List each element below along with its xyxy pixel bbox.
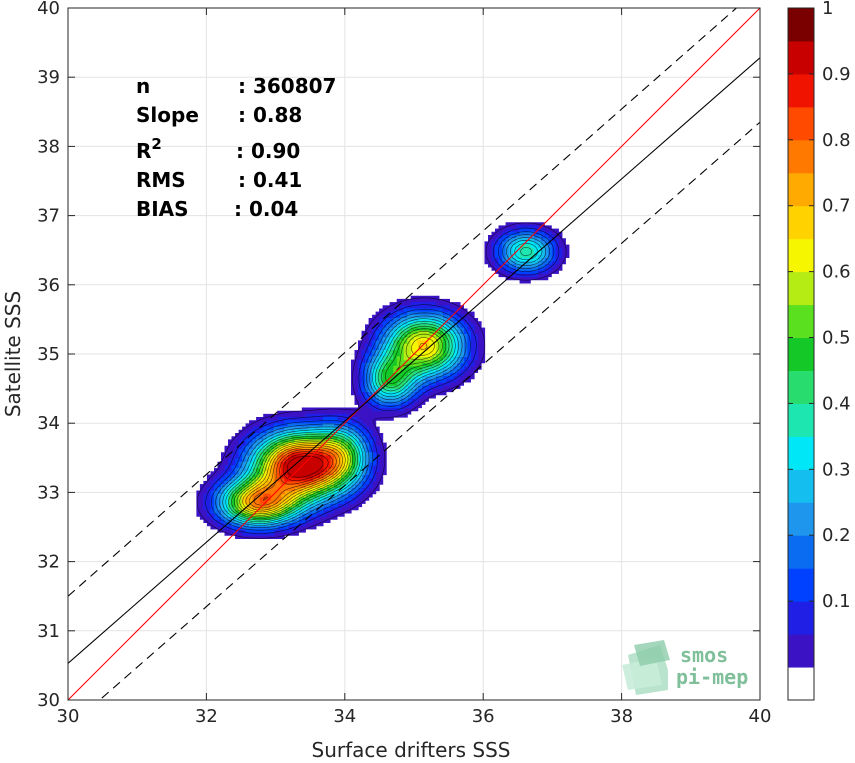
- stat-value-2: : 0.90: [236, 139, 300, 163]
- colorbar-segment-14: [788, 205, 814, 240]
- stat-label-3: RMS: [136, 168, 186, 192]
- x-tick-label-0: 30: [57, 706, 80, 727]
- contour-line-0: [197, 222, 567, 539]
- colorbar-segment-18: [788, 73, 814, 108]
- colorbar-tick-label-8: 0.9: [822, 64, 851, 85]
- colorbar-tick-label-9: 1: [822, 0, 833, 19]
- stat-label-0: n: [136, 74, 150, 98]
- stat-value-1: : 0.88: [238, 103, 302, 127]
- colorbar-segment-12: [788, 271, 814, 306]
- y-tick-label-4: 34: [37, 413, 60, 434]
- colorbar-segment-0: [788, 667, 814, 701]
- x-tick-label-5: 40: [749, 706, 772, 727]
- contour-line-8: [231, 325, 450, 519]
- colorbar-segment-1: [788, 634, 814, 668]
- x-tick-label-3: 36: [472, 706, 495, 727]
- y-tick-label-5: 35: [37, 344, 60, 365]
- contour-line-11: [239, 333, 440, 514]
- contour-line-13: [245, 343, 428, 511]
- stat-value-4: : 0.04: [234, 197, 298, 221]
- contour-line-4: [219, 237, 547, 526]
- colorbar-segment-5: [788, 502, 814, 536]
- colorbar-tick-label-2: 0.3: [822, 459, 851, 480]
- smos-logo: smos pi-mep: [622, 640, 748, 695]
- x-axis-ticks: 30 32 34 36 38 40: [57, 8, 772, 727]
- ref-line-fit_plus: [68, 8, 738, 597]
- y-tick-label-1: 31: [37, 621, 60, 642]
- colorbar: 0.1 0.2 0.3 0.4 0.5 0.6 0.7 0.8 0.9 1: [787, 0, 851, 701]
- x-tick-label-1: 32: [195, 706, 218, 727]
- colorbar-tick-label-5: 0.6: [822, 262, 851, 283]
- y-axis-label: Satellite SSS: [1, 291, 25, 417]
- x-tick-label-4: 38: [610, 706, 633, 727]
- y-tick-label-7: 37: [37, 206, 60, 227]
- colorbar-segment-6: [788, 469, 814, 503]
- colorbar-segment-3: [788, 568, 814, 602]
- contour-line-9: [233, 328, 447, 518]
- contour-line-12: [242, 337, 435, 513]
- y-tick-label-10: 40: [37, 0, 60, 19]
- colorbar-frame: [787, 7, 815, 701]
- colorbar-segment-2: [788, 601, 814, 635]
- x-tick-label-2: 34: [333, 706, 356, 727]
- colorbar-tick-label-1: 0.2: [822, 525, 851, 546]
- contour-line-14: [248, 447, 340, 509]
- colorbar-tick-label-0: 0.1: [822, 591, 851, 612]
- colorbar-segment-4: [788, 535, 814, 569]
- logo-wave-graphic: [622, 640, 670, 695]
- colorbar-segment-15: [788, 172, 814, 207]
- stat-value-0: : 360807: [238, 74, 336, 98]
- colorbar-segment-10: [788, 337, 814, 371]
- y-axis-ticks: 30 31 32 33 34 35 36 37 38 39 40: [37, 0, 760, 711]
- y-tick-label-2: 32: [37, 552, 60, 573]
- y-tick-label-0: 30: [37, 690, 60, 711]
- stat-label-sup-2: 2: [151, 135, 161, 153]
- ref-line-fit_minus: [98, 121, 760, 700]
- y-tick-label-3: 33: [37, 482, 60, 503]
- stat-label-4: BIAS: [136, 197, 189, 221]
- stat-label-1: Slope: [136, 103, 199, 127]
- contour-line-16: [263, 451, 333, 501]
- stat-value-3: : 0.41: [238, 168, 302, 192]
- contour-line-1: [205, 227, 560, 534]
- logo-line1: smos: [680, 643, 728, 667]
- colorbar-segment-13: [788, 238, 814, 273]
- colorbar-segment-7: [788, 436, 814, 470]
- x-axis-label: Surface drifters SSS: [312, 738, 511, 762]
- y-tick-label-6: 36: [37, 275, 60, 296]
- logo-line2: pi-mep: [676, 665, 748, 689]
- colorbar-segment-17: [788, 106, 814, 141]
- reference-lines: [68, 8, 760, 700]
- contour-line-10: [236, 330, 443, 516]
- colorbar-segment-19: [788, 40, 814, 75]
- colorbar-segment-9: [788, 370, 814, 404]
- ref-line-fit: [68, 57, 760, 664]
- y-tick-label-9: 39: [37, 67, 60, 88]
- colorbar-tick-label-3: 0.4: [822, 393, 851, 414]
- contour-line-3: [215, 234, 550, 528]
- colorbar-segment-11: [788, 304, 814, 339]
- colorbar-segment-16: [788, 139, 814, 174]
- ref-line-identity: [68, 8, 760, 700]
- colorbar-tick-label-4: 0.5: [822, 328, 851, 349]
- grid: [67, 7, 761, 701]
- colorbar-segment-8: [788, 403, 814, 437]
- colorbar-tick-label-6: 0.7: [822, 196, 851, 217]
- y-tick-label-8: 38: [37, 136, 60, 157]
- colorbar-tick-label-7: 0.8: [822, 130, 851, 151]
- colorbar-segment-20: [788, 8, 814, 42]
- contour-line-7: [228, 247, 533, 521]
